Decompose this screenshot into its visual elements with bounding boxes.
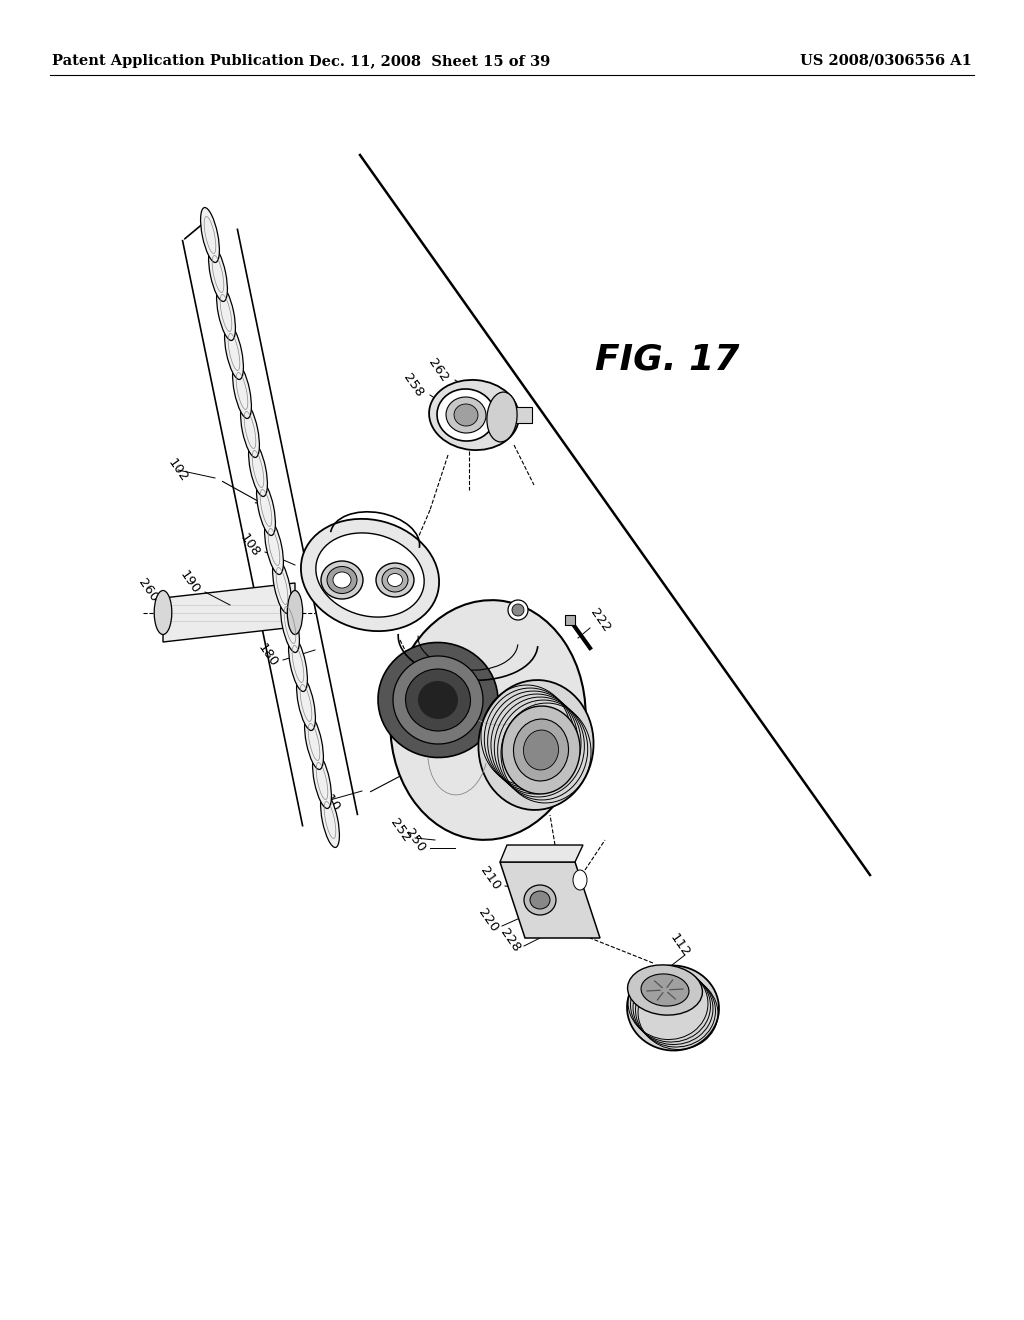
Polygon shape xyxy=(500,862,600,939)
Ellipse shape xyxy=(249,441,267,496)
Polygon shape xyxy=(500,845,583,862)
Circle shape xyxy=(508,601,528,620)
Ellipse shape xyxy=(573,870,587,890)
Ellipse shape xyxy=(312,754,332,808)
Ellipse shape xyxy=(257,480,275,536)
Ellipse shape xyxy=(523,730,558,770)
Ellipse shape xyxy=(281,598,299,652)
Ellipse shape xyxy=(232,363,252,418)
Ellipse shape xyxy=(321,561,362,599)
Ellipse shape xyxy=(301,519,439,631)
Ellipse shape xyxy=(304,714,324,770)
Ellipse shape xyxy=(288,590,303,635)
Text: 220: 220 xyxy=(475,906,501,935)
Ellipse shape xyxy=(530,891,550,909)
Ellipse shape xyxy=(241,403,259,458)
Text: FIG. 17: FIG. 17 xyxy=(595,343,739,378)
Ellipse shape xyxy=(502,706,580,793)
Ellipse shape xyxy=(486,392,517,442)
Ellipse shape xyxy=(378,643,498,758)
Ellipse shape xyxy=(628,965,702,1015)
Polygon shape xyxy=(512,407,532,422)
Ellipse shape xyxy=(289,636,307,692)
Ellipse shape xyxy=(478,680,594,810)
Circle shape xyxy=(512,605,524,616)
Text: 190: 190 xyxy=(177,568,203,597)
Ellipse shape xyxy=(454,404,478,426)
Ellipse shape xyxy=(315,533,424,616)
Ellipse shape xyxy=(297,676,315,730)
Polygon shape xyxy=(163,583,295,642)
Text: US 2008/0306556 A1: US 2008/0306556 A1 xyxy=(800,54,972,69)
Ellipse shape xyxy=(429,380,519,450)
Ellipse shape xyxy=(418,681,458,719)
Ellipse shape xyxy=(437,389,495,441)
Ellipse shape xyxy=(217,285,236,341)
Ellipse shape xyxy=(390,601,586,840)
Ellipse shape xyxy=(393,656,483,744)
Ellipse shape xyxy=(333,572,351,587)
Ellipse shape xyxy=(387,573,402,586)
Ellipse shape xyxy=(272,558,292,614)
Ellipse shape xyxy=(382,568,408,591)
Text: 252: 252 xyxy=(387,816,413,845)
Ellipse shape xyxy=(209,247,227,301)
Text: 210: 210 xyxy=(477,863,503,892)
Polygon shape xyxy=(565,615,575,624)
Text: 250: 250 xyxy=(402,826,428,854)
Ellipse shape xyxy=(641,974,689,1006)
Text: Dec. 11, 2008  Sheet 15 of 39: Dec. 11, 2008 Sheet 15 of 39 xyxy=(309,54,551,69)
Ellipse shape xyxy=(327,566,357,594)
Ellipse shape xyxy=(321,792,339,847)
Text: 102: 102 xyxy=(166,455,190,484)
Text: 180: 180 xyxy=(255,642,281,669)
Text: 258: 258 xyxy=(400,371,426,399)
Ellipse shape xyxy=(627,965,719,1051)
Text: 228: 228 xyxy=(498,925,522,954)
Ellipse shape xyxy=(224,325,244,379)
Text: Patent Application Publication: Patent Application Publication xyxy=(52,54,304,69)
Text: 112: 112 xyxy=(668,931,692,960)
Ellipse shape xyxy=(376,564,414,597)
Ellipse shape xyxy=(524,884,556,915)
Ellipse shape xyxy=(446,397,486,433)
Ellipse shape xyxy=(513,719,568,781)
Text: 108: 108 xyxy=(238,531,262,560)
Ellipse shape xyxy=(264,520,284,574)
Text: 222: 222 xyxy=(588,606,612,634)
Ellipse shape xyxy=(201,207,219,263)
Text: 110: 110 xyxy=(317,785,343,814)
Ellipse shape xyxy=(155,590,172,635)
Text: 260: 260 xyxy=(135,576,161,605)
Text: 262: 262 xyxy=(425,356,451,384)
Ellipse shape xyxy=(406,669,470,731)
